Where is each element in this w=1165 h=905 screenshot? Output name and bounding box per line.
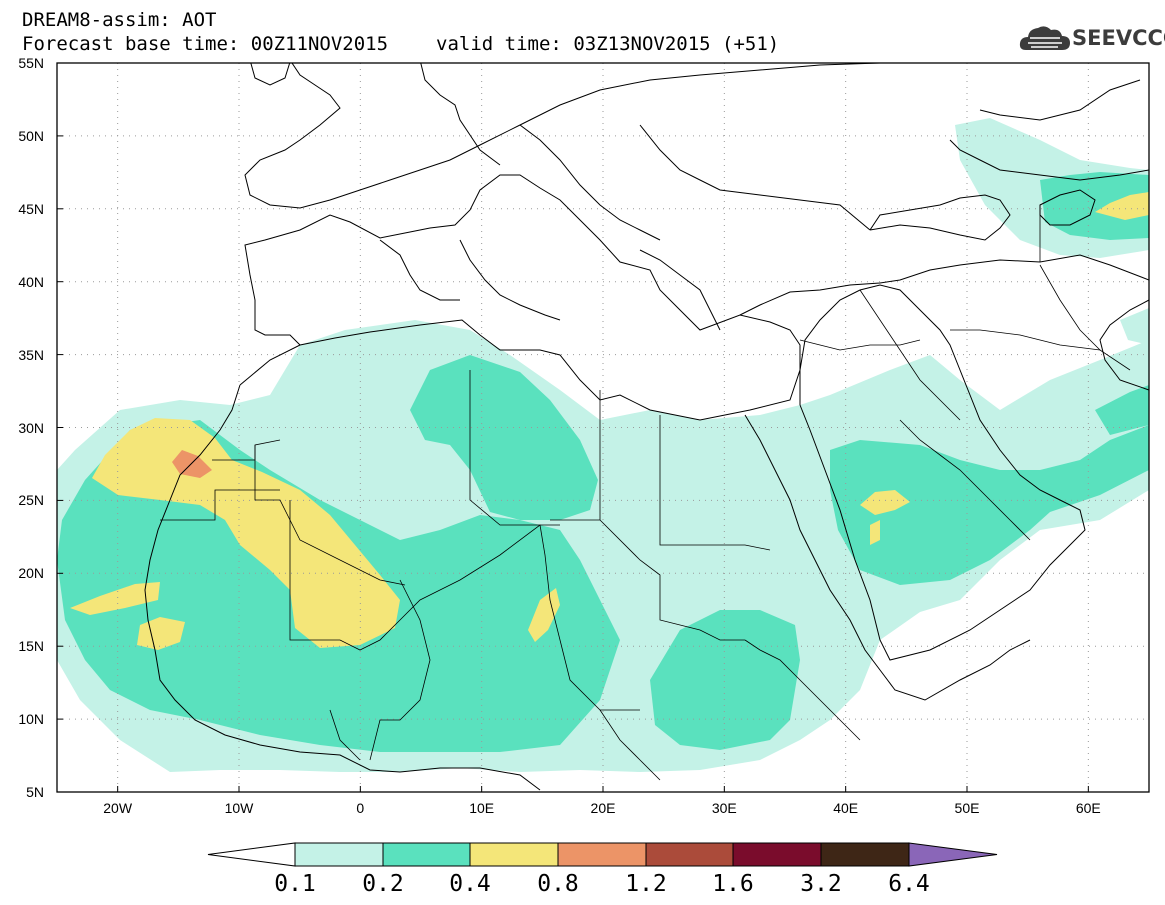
seevccc-logo: SEEVCCC	[1018, 22, 1165, 58]
colorbar-label: 6.4	[888, 871, 930, 897]
aot-field-green	[410, 355, 598, 520]
plot-title: DREAM8-assim: AOT	[22, 9, 217, 31]
aot-field-yellow	[92, 418, 400, 648]
lat-label: 25N	[18, 492, 44, 509]
colorbar-label: 1.6	[712, 871, 754, 897]
lat-label: 40N	[18, 273, 44, 290]
aot-field-green	[650, 610, 800, 750]
lat-label: 35N	[18, 346, 44, 363]
colorbar-label: 0.1	[274, 871, 316, 897]
aot-field-light	[1120, 308, 1149, 345]
aot-fields	[57, 118, 1149, 772]
lon-label: 40E	[833, 800, 859, 816]
aot-field-yellow	[70, 582, 160, 615]
lon-label: 20E	[590, 800, 616, 816]
lon-label: 0	[356, 800, 365, 816]
lat-label: 15N	[18, 638, 44, 655]
lat-label: 5N	[26, 784, 44, 800]
lon-label: 20W	[103, 800, 133, 816]
aot-field-green	[1040, 172, 1149, 240]
aot-field-yellow	[860, 490, 910, 515]
axis-ticks	[57, 62, 1089, 793]
lat-label: 30N	[18, 419, 44, 436]
lon-label: 30E	[711, 800, 737, 816]
lon-label: 10W	[224, 800, 254, 816]
lat-label: 20N	[18, 565, 44, 582]
valid-time-label: valid time: 03Z13NOV2015 (+51)	[436, 33, 780, 55]
colorbar-label: 0.4	[449, 871, 491, 897]
colorbar-label: 3.2	[800, 871, 842, 897]
graticule	[57, 63, 1149, 792]
aot-field-orange	[172, 450, 212, 478]
cloud-icon	[1019, 26, 1070, 50]
coastlines	[144, 63, 1149, 791]
aot-field-yellow	[528, 588, 560, 642]
borders	[160, 205, 1131, 781]
aot-field-green	[830, 425, 1149, 585]
base-time-label: Forecast base time: 00Z11NOV2015	[22, 33, 389, 55]
logo-text: SEEVCCC	[1072, 26, 1165, 50]
colorbar-label: 0.8	[537, 871, 579, 897]
lat-label: 55N	[18, 55, 44, 71]
lat-label: 10N	[18, 711, 44, 728]
aot-field-yellow	[1095, 192, 1149, 220]
time-info: Forecast base time: 00Z11NOV2015 valid ti…	[22, 33, 779, 55]
colorbar-label: 1.2	[625, 871, 667, 897]
aot-field-green	[1095, 385, 1149, 435]
aot-field-yellow	[870, 520, 880, 545]
lon-label: 10E	[469, 800, 495, 816]
lon-label: 60E	[1075, 800, 1101, 816]
colorbar-label: 0.2	[362, 871, 404, 897]
lat-label: 50N	[18, 127, 44, 144]
lon-label: 50E	[954, 800, 980, 816]
lat-label: 45N	[18, 200, 44, 217]
